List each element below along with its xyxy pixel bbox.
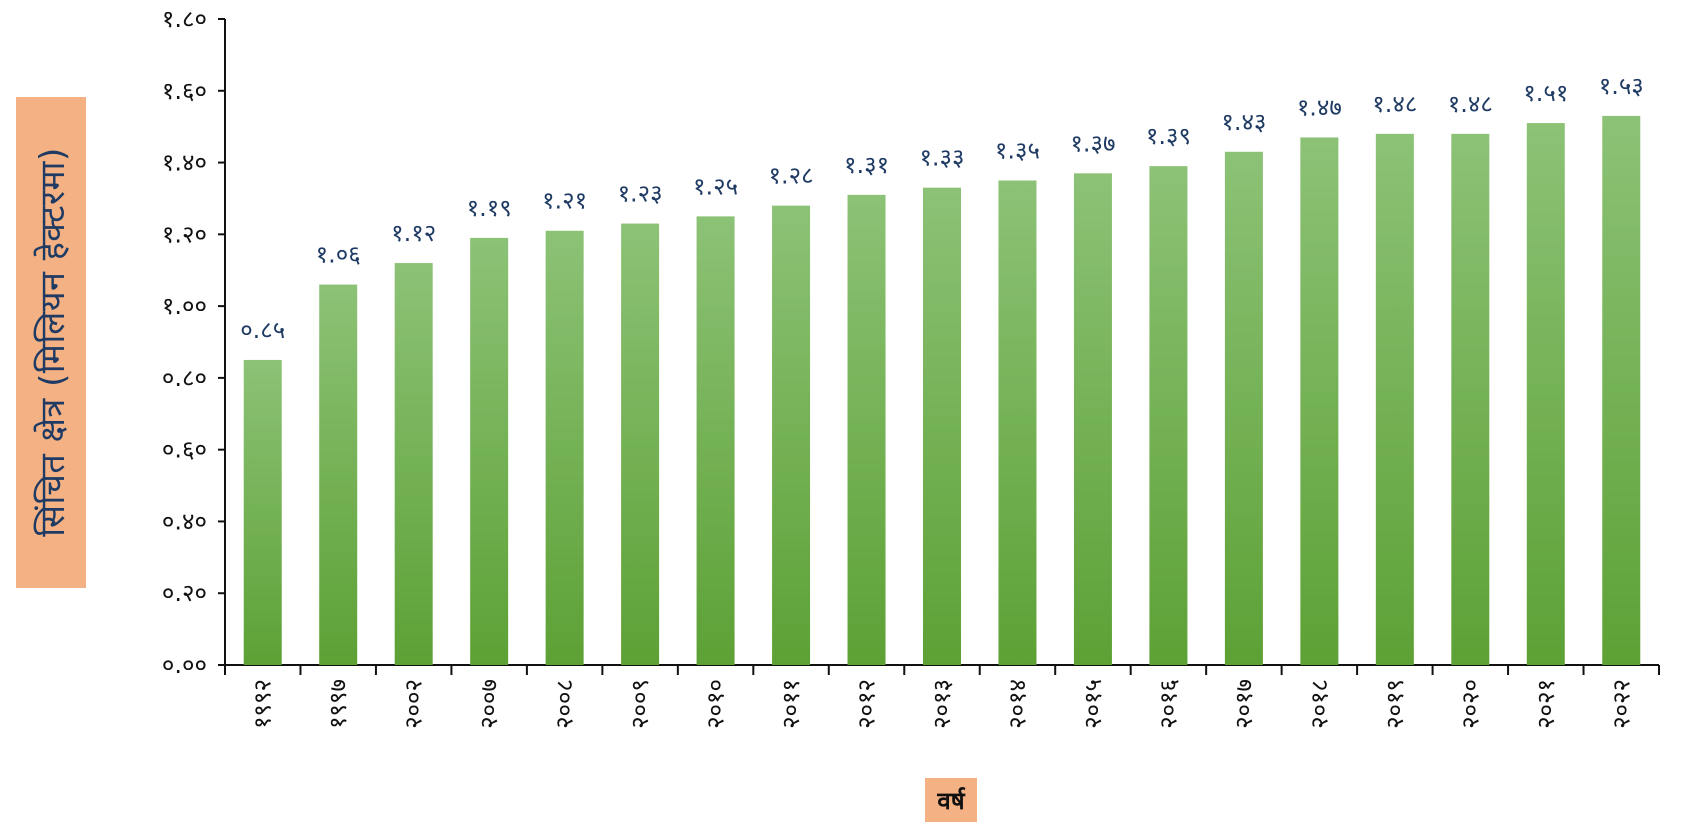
bar <box>545 230 584 665</box>
x-tick-label: २०१९ <box>1381 679 1409 729</box>
bar <box>1451 133 1490 665</box>
x-tick-label: २००२ <box>400 679 428 729</box>
bar <box>319 284 358 665</box>
data-label: १.२३ <box>618 180 663 208</box>
x-axis-title-box: वर्ष <box>925 778 977 822</box>
x-tick-label: २०२२ <box>1607 679 1635 729</box>
bar <box>1602 115 1641 665</box>
data-label: १.४८ <box>1372 90 1417 118</box>
x-tick-label: १९९२ <box>249 679 277 729</box>
y-tick-label: ०.०० <box>162 651 207 679</box>
y-tick-label: १.०० <box>162 292 207 320</box>
x-tick-label: २०१६ <box>1154 679 1182 729</box>
y-axis-title-box <box>16 97 86 588</box>
y-tick-label: ०.८० <box>162 364 207 392</box>
x-tick-label: २०१४ <box>1003 679 1031 729</box>
y-tick-label: १.४० <box>162 149 207 177</box>
x-tick-label: २०१३ <box>928 679 956 729</box>
data-label: १.५३ <box>1599 72 1644 100</box>
data-label: १.०६ <box>316 241 361 269</box>
data-label: १.१२ <box>391 219 436 247</box>
x-tick-label: २०२१ <box>1532 679 1560 729</box>
x-tick-label: २०१२ <box>853 679 881 729</box>
data-label: १.४८ <box>1448 90 1493 118</box>
x-tick-label: २००७ <box>475 679 503 729</box>
x-tick-label: २००९ <box>626 679 654 729</box>
data-label: ०.८५ <box>240 316 285 344</box>
bar <box>696 216 735 665</box>
data-label: १.२१ <box>542 187 587 215</box>
bar <box>1149 166 1188 665</box>
bar <box>243 359 282 665</box>
bar <box>470 237 509 665</box>
x-tick-label: २०११ <box>777 679 805 729</box>
y-tick-label: १.८० <box>162 5 207 33</box>
bar <box>1073 173 1112 666</box>
x-tick-label: २०१० <box>702 679 730 729</box>
y-tick-label: ०.२० <box>162 579 207 607</box>
y-tick-label: ०.६० <box>162 436 207 464</box>
y-tick-label: १.२० <box>162 220 207 248</box>
data-label: १.१९ <box>467 194 512 222</box>
x-tick-label: २०१५ <box>1079 679 1107 729</box>
data-label: १.४३ <box>1221 108 1266 136</box>
bar <box>621 223 660 666</box>
data-label: १.३३ <box>919 144 964 172</box>
data-label: १.२८ <box>769 162 814 190</box>
x-tick-label: २००८ <box>551 679 579 729</box>
x-tick-label: २०१८ <box>1305 679 1333 729</box>
bar <box>1224 151 1263 666</box>
x-tick-label: २०१७ <box>1230 679 1258 729</box>
bar <box>1526 123 1565 666</box>
x-tick-label: २०२० <box>1456 679 1484 729</box>
bar <box>998 180 1037 665</box>
y-tick-label: १.६० <box>162 77 207 105</box>
bar <box>1300 137 1339 665</box>
y-tick-label: ०.४० <box>162 507 207 535</box>
bar <box>1375 133 1414 665</box>
data-label: १.३९ <box>1146 122 1191 150</box>
data-label: १.३७ <box>1070 129 1115 157</box>
bar <box>847 194 886 665</box>
data-label: १.३५ <box>995 137 1040 165</box>
data-label: १.५१ <box>1523 79 1568 107</box>
x-axis-title: वर्ष <box>937 786 965 815</box>
data-label: १.४७ <box>1297 93 1342 121</box>
bar <box>394 263 433 665</box>
data-label: १.३१ <box>844 151 889 179</box>
bar <box>923 187 961 665</box>
x-tick-label: १९९७ <box>324 679 352 729</box>
data-label: १.२५ <box>693 172 738 200</box>
bar <box>772 205 811 665</box>
